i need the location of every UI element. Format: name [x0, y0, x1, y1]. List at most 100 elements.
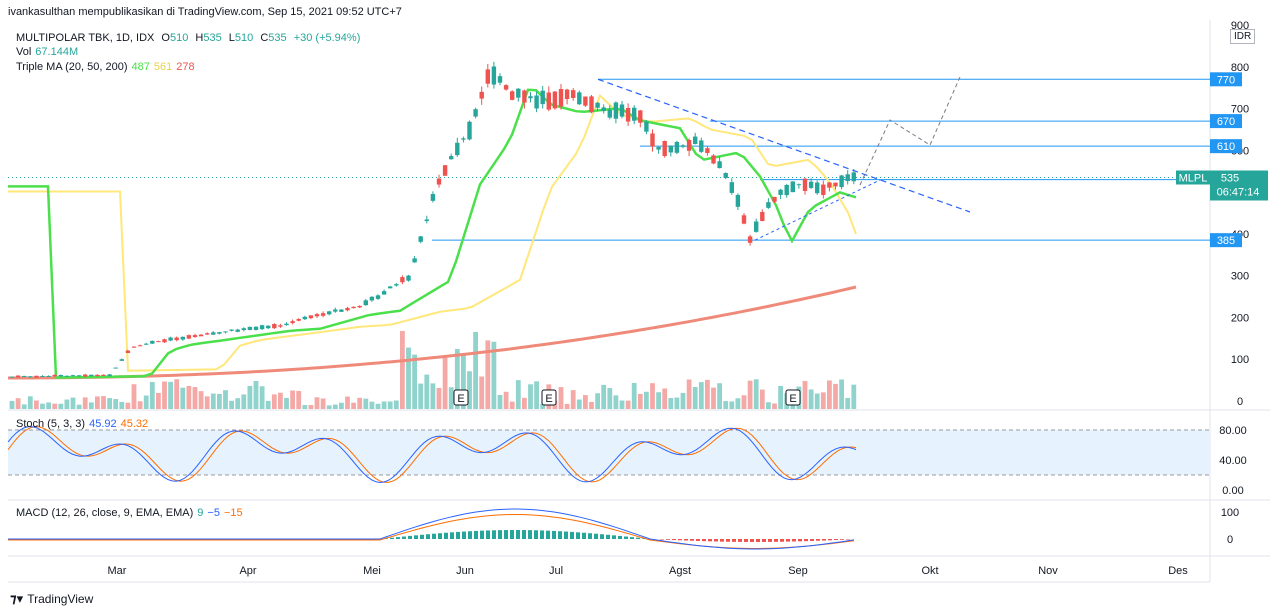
macd-hist-bar — [792, 539, 796, 542]
macd-hist-bar — [564, 531, 568, 539]
candle-body — [497, 76, 503, 83]
volume-bar — [711, 387, 716, 409]
candle-body — [290, 321, 295, 324]
candle-body — [168, 337, 173, 341]
volume-bar — [686, 379, 692, 409]
volume-bar — [290, 390, 295, 409]
time-tick-label: Jul — [549, 565, 563, 577]
volume-bar — [424, 374, 430, 409]
candle-body — [89, 374, 94, 377]
volume-bar — [296, 390, 302, 409]
price-tag-label: 535 — [1221, 172, 1239, 184]
candle-body — [144, 343, 149, 345]
volume-bar — [88, 402, 94, 409]
volume-bar — [223, 390, 228, 409]
ma200-line — [8, 285, 857, 380]
macd-label: MACD (12, 26, close, 9, EMA, EMA) — [16, 507, 194, 519]
projection-path — [859, 76, 961, 186]
candle-body — [638, 110, 643, 123]
volume-bar — [180, 387, 186, 409]
candle-body — [711, 155, 716, 164]
volume-bar — [253, 380, 259, 409]
candle-body — [534, 95, 539, 109]
volume-bar — [418, 383, 424, 409]
volume-bar — [430, 383, 436, 409]
vol-label: Vol — [16, 46, 32, 58]
volume-bar — [149, 381, 155, 409]
candle-body — [442, 165, 448, 176]
candle-body — [827, 182, 832, 188]
macd-hist-bar — [582, 532, 586, 539]
volume-bar — [314, 397, 320, 409]
volume-bar — [607, 388, 613, 409]
volume-bar — [491, 341, 497, 409]
volume-bar — [52, 403, 58, 409]
macd-hist-bar — [612, 535, 616, 539]
candle-body — [156, 341, 161, 343]
volume-bar — [729, 401, 735, 409]
macd-hist-bar — [618, 535, 622, 539]
ma50-value: 561 — [153, 61, 173, 73]
volume-bar — [448, 387, 454, 409]
volume-legend[interactable]: Vol 67.144M — [16, 46, 82, 58]
candle-body — [540, 90, 545, 105]
volume-bar — [107, 398, 112, 409]
macd-legend[interactable]: MACD (12, 26, close, 9, EMA, EMA) 9 −5 −15 — [16, 507, 247, 519]
candle-body — [625, 107, 631, 122]
stoch-tick-label: 40.00 — [1219, 455, 1247, 467]
macd-hist-bar — [702, 539, 706, 542]
volume-bar — [210, 393, 216, 409]
time-tick-label: Jun — [456, 565, 474, 577]
volume-bar — [668, 397, 674, 409]
volume-bar — [351, 402, 356, 409]
macd-hist-bar — [588, 533, 592, 539]
macd-hist-bar — [750, 539, 754, 542]
candle-body — [503, 85, 509, 90]
volume-bar — [156, 393, 161, 409]
earnings-marker-box — [453, 389, 469, 406]
price-tick-label: 100 — [1231, 354, 1249, 366]
macd-hist-bar — [408, 535, 412, 539]
stoch-legend[interactable]: Stoch (5, 3, 3) 45.92 45.32 — [16, 418, 152, 430]
macd-hist-bar — [672, 539, 676, 541]
ticker-tag — [1176, 170, 1210, 185]
level-tag-label: 770 — [1217, 74, 1235, 86]
macd-hist-bar — [504, 530, 508, 539]
macd-hist-bar — [456, 531, 460, 539]
candle-body — [345, 307, 350, 311]
level-tag — [1210, 139, 1242, 154]
time-tick-label: Apr — [239, 565, 256, 577]
horizontal-levels[interactable] — [8, 78, 1210, 241]
candle-body — [693, 136, 698, 145]
currency-badge[interactable]: IDR — [1230, 29, 1256, 44]
volume-bar — [58, 403, 64, 409]
macd-hist-bar — [474, 530, 478, 539]
macd-hist-bar — [690, 539, 694, 541]
time-tick-label: Sep — [788, 565, 808, 577]
candle-body — [839, 175, 844, 188]
candle-body — [705, 148, 710, 153]
macd-tick-label: 0 — [1227, 534, 1233, 546]
macd-hist-bar — [696, 539, 700, 541]
macd-hist-bar — [438, 533, 442, 539]
volume-bar — [650, 383, 655, 409]
level-tag-label: 610 — [1217, 141, 1235, 153]
ma-legend[interactable]: Triple MA (20, 50, 200) 487 561 278 — [16, 61, 199, 73]
candle-body — [601, 107, 606, 112]
candle-body — [83, 374, 88, 377]
stoch-band — [8, 430, 1210, 475]
symbol-legend[interactable]: MULTIPOLAR TBK, 1D, IDX O510 H535 L510 C… — [16, 32, 368, 44]
candle-body — [119, 359, 124, 361]
volume-bar — [570, 390, 576, 409]
ticker-tag-label: MLPL — [1179, 172, 1208, 184]
volume-bar — [21, 404, 27, 409]
candle-body — [400, 277, 405, 283]
tradingview-logo-icon: ⁊▾ — [10, 591, 24, 606]
stoch-d-line — [7, 426, 857, 483]
trendline-drawings[interactable] — [597, 76, 971, 241]
candle-body — [546, 92, 551, 110]
candle-body — [351, 306, 356, 309]
candle-body — [418, 236, 423, 242]
